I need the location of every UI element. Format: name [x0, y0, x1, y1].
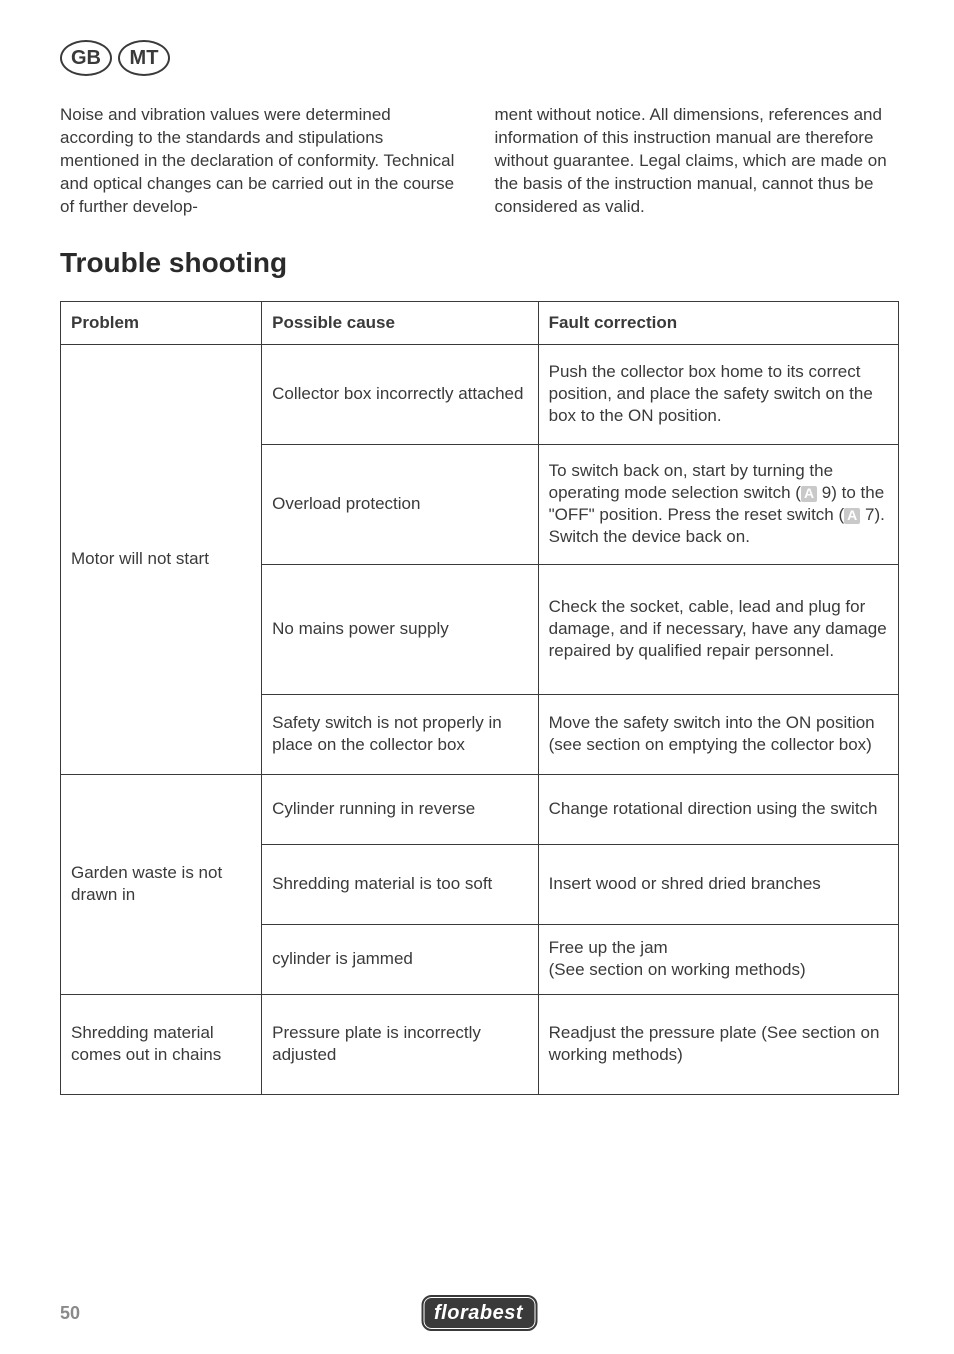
figure-ref-icon: A	[801, 486, 817, 501]
cell-cause: Collector box incorrectly attached	[262, 344, 539, 444]
page-number: 50	[60, 1303, 80, 1324]
intro-text: Noise and vibration values were determin…	[60, 104, 899, 219]
cell-cause: Safety switch is not properly in place o…	[262, 694, 539, 774]
troubleshooting-table: Problem Possible cause Fault correction …	[60, 301, 899, 1095]
table-body: Motor will not startCollector box incorr…	[61, 344, 899, 1094]
cell-fix: Check the socket, cable, lead and plug f…	[538, 564, 898, 694]
cell-cause: No mains power supply	[262, 564, 539, 694]
figure-ref-icon: A	[844, 508, 860, 523]
cell-cause: Pressure plate is incorrectly adjusted	[262, 994, 539, 1094]
table-row: Motor will not startCollector box incorr…	[61, 344, 899, 444]
country-badges: GB MT	[60, 40, 899, 76]
cell-problem: Garden waste is not drawn in	[61, 774, 262, 994]
cell-fix: Readjust the pressure plate (See section…	[538, 994, 898, 1094]
cell-fix: Free up the jam(See section on working m…	[538, 924, 898, 994]
cell-problem: Motor will not start	[61, 344, 262, 774]
th-problem: Problem	[61, 301, 262, 344]
cell-fix: Move the safety switch into the ON posit…	[538, 694, 898, 774]
cell-cause: cylinder is jammed	[262, 924, 539, 994]
table-row: Shredding material comes out in chainsPr…	[61, 994, 899, 1094]
cell-fix: Push the collector box home to its corre…	[538, 344, 898, 444]
logo-wrap: florabest	[423, 1302, 536, 1325]
intro-left: Noise and vibration values were determin…	[60, 104, 465, 219]
intro-right: ment without notice. All dimensions, ref…	[495, 104, 900, 219]
badge-gb: GB	[60, 40, 112, 76]
badge-mt: MT	[118, 40, 170, 76]
table-header-row: Problem Possible cause Fault correction	[61, 301, 899, 344]
cell-cause: Cylinder running in reverse	[262, 774, 539, 844]
th-cause: Possible cause	[262, 301, 539, 344]
cell-fix: Insert wood or shred dried branches	[538, 844, 898, 924]
page-footer: 50 florabest	[60, 1303, 899, 1324]
section-heading: Trouble shooting	[60, 247, 899, 279]
cell-cause: Overload protection	[262, 444, 539, 564]
cell-fix: Change rotational direction using the sw…	[538, 774, 898, 844]
cell-fix: To switch back on, start by turning the …	[538, 444, 898, 564]
table-row: Garden waste is not drawn inCylinder run…	[61, 774, 899, 844]
th-fix: Fault correction	[538, 301, 898, 344]
brand-logo: florabest	[423, 1297, 536, 1329]
cell-problem: Shredding material comes out in chains	[61, 994, 262, 1094]
cell-cause: Shredding material is too soft	[262, 844, 539, 924]
